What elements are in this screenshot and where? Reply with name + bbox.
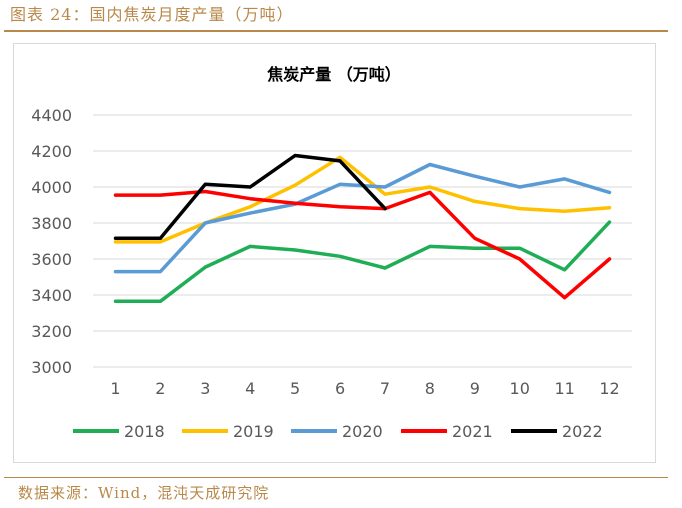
- chart-title: 焦炭产量 （万吨）: [266, 65, 401, 84]
- y-tick-label-4400: 4400: [31, 106, 72, 125]
- x-tick-label-3: 3: [200, 379, 210, 398]
- y-tick-label-4200: 4200: [31, 142, 72, 161]
- x-tick-label-2: 2: [155, 379, 165, 398]
- legend-label-2019: 2019: [233, 422, 274, 441]
- x-tick-label-4: 4: [245, 379, 255, 398]
- y-tick-label-3600: 3600: [31, 250, 72, 269]
- x-tick-label-10: 10: [510, 379, 530, 398]
- series-line-2018: [113, 220, 612, 304]
- caption-divider: [4, 30, 668, 32]
- x-axis-ticks: 1 2 3 4 5 6 7 8 9 10 11 12: [110, 379, 619, 398]
- x-tick-label-12: 12: [599, 379, 619, 398]
- y-axis-ticks: 3000 3200 3400 3600 3800 4000 4200 4400: [31, 106, 72, 377]
- x-tick-label-8: 8: [425, 379, 435, 398]
- y-tick-label-3800: 3800: [31, 214, 72, 233]
- legend-label-2022: 2022: [562, 422, 603, 441]
- x-tick-label-1: 1: [110, 379, 120, 398]
- y-tick-label-3400: 3400: [31, 286, 72, 305]
- series-line-2022: [113, 153, 387, 241]
- legend: 2018 2019 2020 2021 2022: [73, 422, 603, 441]
- chart-frame: 焦炭产量 （万吨） 3000 3200 3400 3600 3800 4000 4200 44…: [13, 43, 656, 463]
- x-tick-label-6: 6: [335, 379, 345, 398]
- source-note: 数据来源：Wind，混沌天成研究院: [18, 484, 270, 502]
- legend-label-2020: 2020: [342, 422, 383, 441]
- legend-label-2021: 2021: [452, 422, 493, 441]
- coke-output-line-chart: 焦炭产量 （万吨） 300032003400360038004000420044…: [31, 65, 632, 441]
- legend-label-2018: 2018: [124, 422, 165, 441]
- x-tick-label-11: 11: [554, 379, 574, 398]
- series-line-2021: [113, 189, 612, 300]
- gridlines: [93, 114, 632, 368]
- series-line-2019: [113, 155, 612, 244]
- y-tick-label-3200: 3200: [31, 322, 72, 341]
- source-divider: [4, 477, 668, 478]
- y-tick-label-4000: 4000: [31, 178, 72, 197]
- y-tick-label-3000: 3000: [31, 358, 72, 377]
- x-tick-label-5: 5: [290, 379, 300, 398]
- x-tick-label-9: 9: [470, 379, 480, 398]
- x-tick-label-7: 7: [380, 379, 390, 398]
- series-lines: [113, 153, 612, 304]
- figure-caption: 图表 24：国内焦炭月度产量（万吨）: [10, 5, 294, 24]
